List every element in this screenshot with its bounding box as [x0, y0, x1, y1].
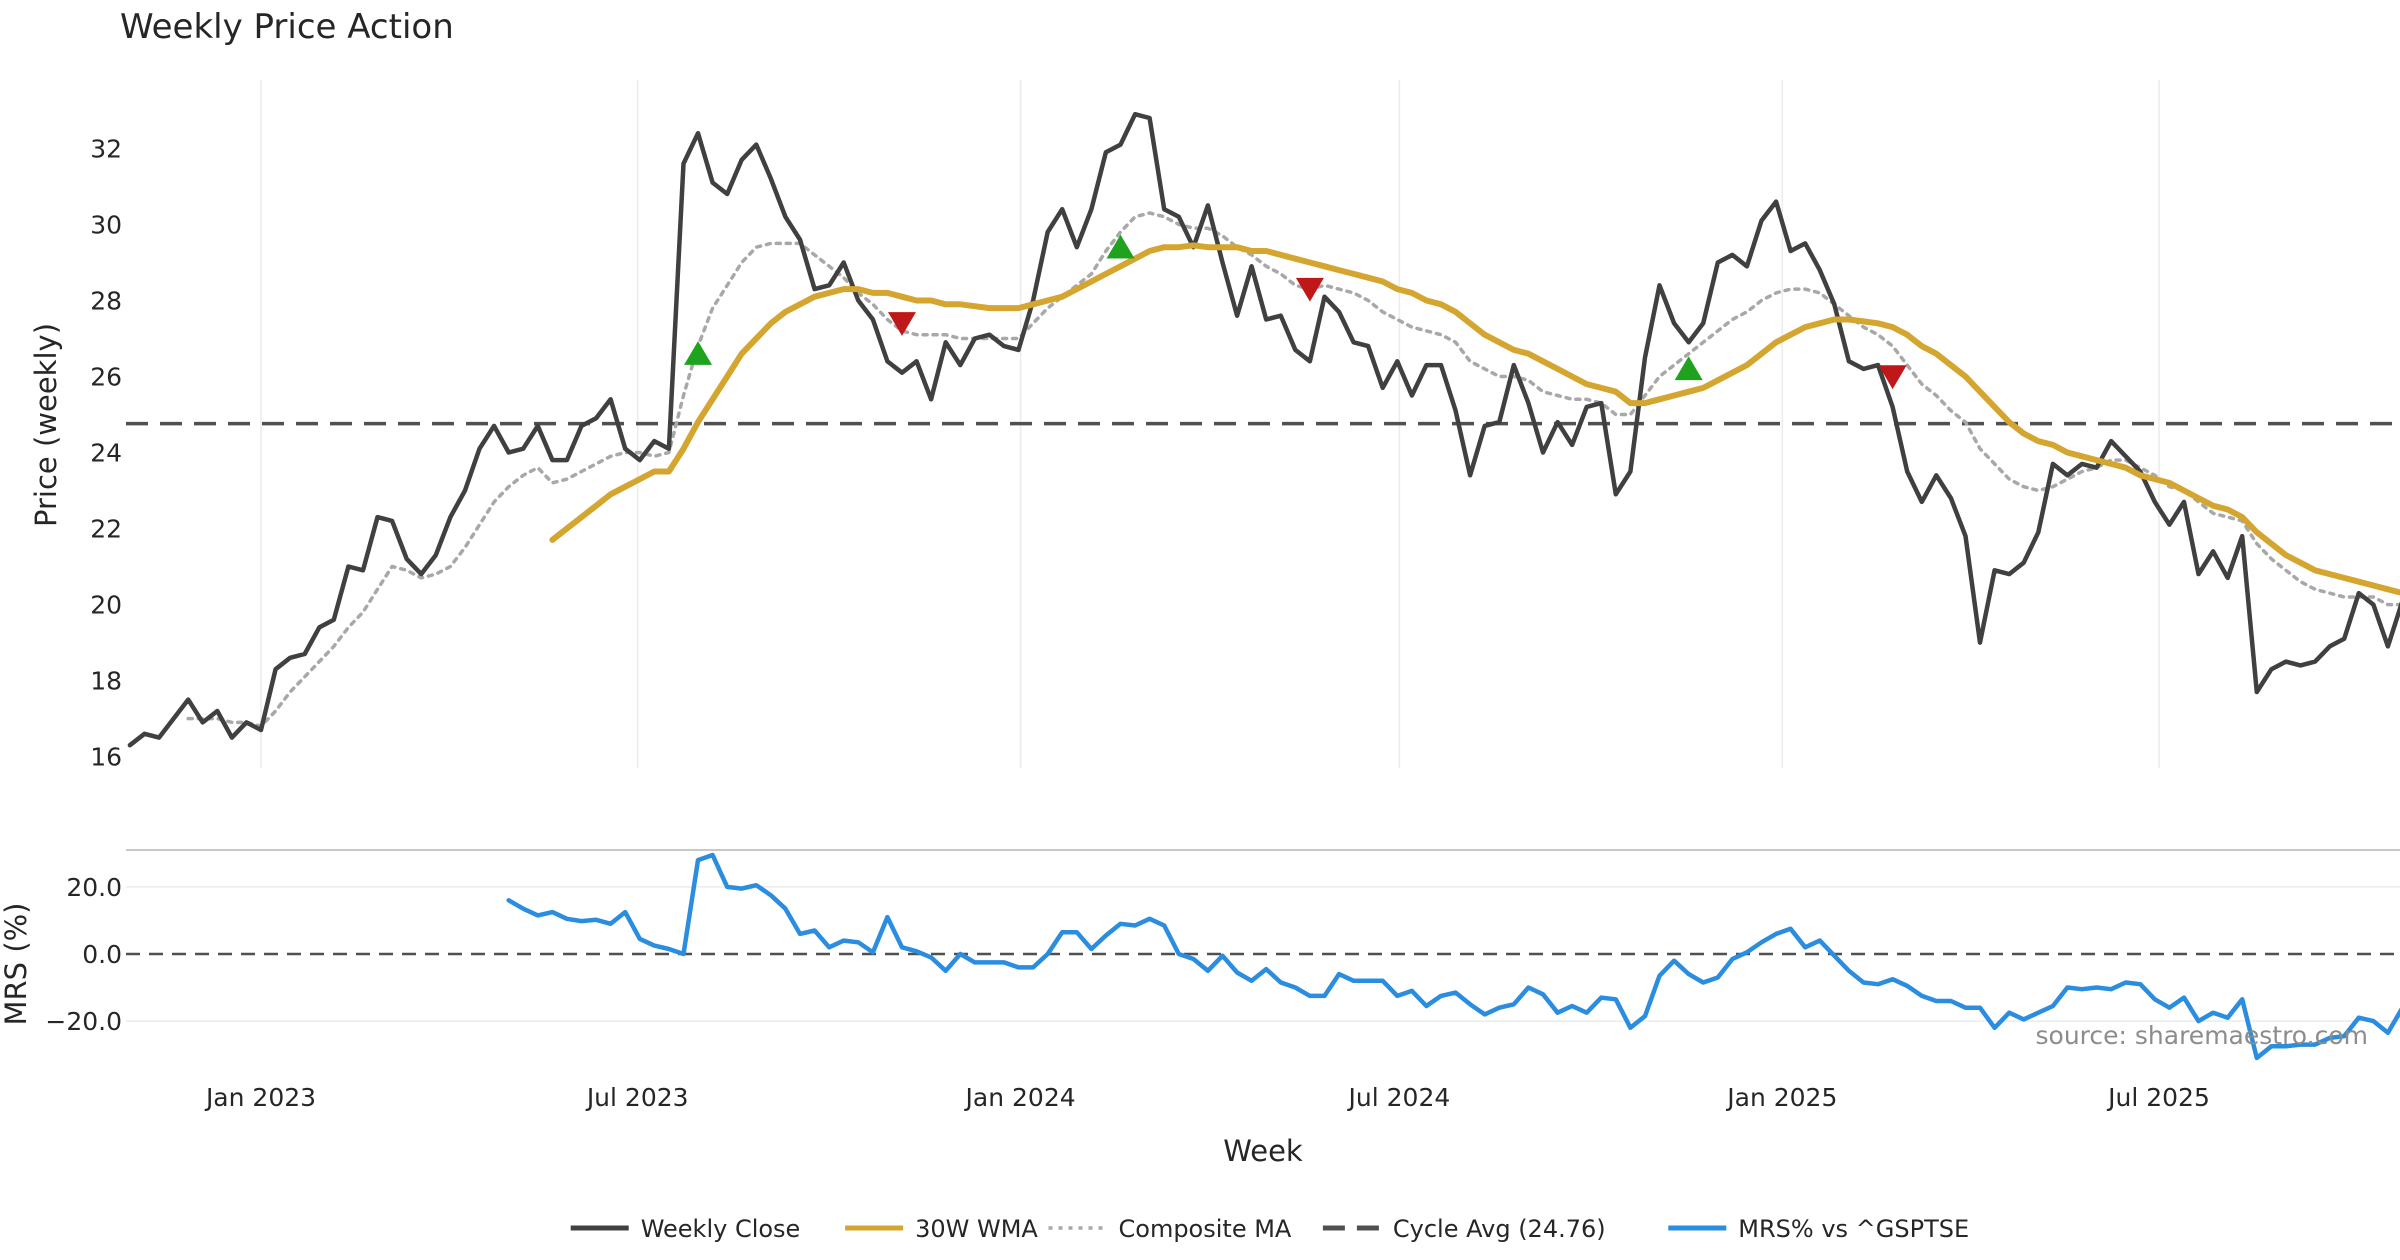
sell-marker-5: [1878, 365, 1907, 390]
series-line-weekly-close: [127, 111, 2400, 748]
sell-marker-1: [887, 312, 916, 336]
price-y-tick-20: 20: [90, 591, 122, 620]
mrs-y-tick-0-0: 0.0: [82, 940, 122, 969]
mrs-y-axis-title: MRS (%): [0, 903, 33, 1026]
legend-label-composite-ma: Composite MA: [1119, 1215, 1292, 1243]
series-line-composite-ma: [186, 211, 2400, 728]
legend-label-30w-wma: 30W WMA: [915, 1215, 1038, 1243]
price-y-tick-32: 32: [90, 134, 122, 163]
legend-label-weekly-close: Weekly Close: [641, 1215, 801, 1243]
buy-marker-0: [684, 341, 713, 365]
legend-label-cycle-avg-24-76: Cycle Avg (24.76): [1393, 1215, 1606, 1243]
series-line-30w-wma: [549, 242, 2400, 596]
series-line-mrs-vs-gsptse: [506, 852, 2400, 1061]
legend: Weekly Close 30W WMA Composite MA Cycle Avg…: [570, 1215, 1969, 1243]
price-y-tick-22: 22: [90, 515, 122, 544]
price-y-tick-16: 16: [90, 743, 122, 772]
legend-item-cycle-avg-24-76: Cycle Avg (24.76): [1322, 1215, 1606, 1243]
sell-marker-3: [1295, 277, 1324, 302]
mrs-y-tick-20-0: −20.0: [45, 1007, 122, 1036]
price-y-tick-18: 18: [90, 667, 122, 696]
x-tick-jan-2025: Jan 2025: [1725, 1083, 1837, 1112]
legend-label-mrs-vs-gsptse: MRS% vs ^GSPTSE: [1738, 1215, 1969, 1243]
x-tick-jan-2024: Jan 2024: [964, 1083, 1076, 1112]
x-axis-title: Week: [1223, 1134, 1303, 1168]
x-tick-jul-2023: Jul 2023: [585, 1083, 689, 1112]
price-y-axis-title: Price (weekly): [29, 323, 63, 527]
legend-item-30w-wma: 30W WMA: [845, 1215, 1038, 1243]
price-y-tick-24: 24: [90, 439, 122, 468]
buy-marker-2: [1106, 234, 1135, 259]
price-y-tick-30: 30: [90, 210, 122, 239]
mrs-y-tick-20-0: 20.0: [66, 873, 122, 902]
source-label: source: sharemaestro.com: [2036, 1021, 2369, 1050]
price-y-tick-28: 28: [90, 286, 122, 315]
legend-item-mrs-vs-gsptse: MRS% vs ^GSPTSE: [1668, 1215, 1969, 1243]
chart-title: Weekly Price Action: [120, 7, 454, 47]
x-tick-jan-2023: Jan 2023: [204, 1083, 316, 1112]
legend-item-composite-ma: Composite MA: [1048, 1215, 1292, 1243]
price-y-tick-26: 26: [90, 362, 122, 391]
legend-item-weekly-close: Weekly Close: [570, 1215, 801, 1243]
buy-marker-4: [1674, 356, 1703, 381]
x-tick-jul-2025: Jul 2025: [2106, 1083, 2210, 1112]
x-tick-jul-2024: Jul 2024: [1347, 1083, 1451, 1112]
